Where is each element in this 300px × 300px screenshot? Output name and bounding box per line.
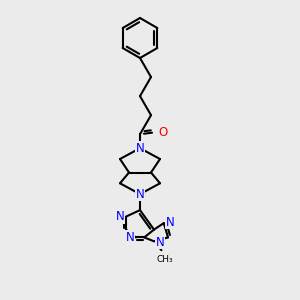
Text: N: N	[136, 188, 144, 201]
Text: CH₃: CH₃	[157, 255, 173, 264]
Text: N: N	[116, 210, 124, 223]
Text: N: N	[136, 142, 144, 155]
Text: N: N	[125, 231, 134, 244]
Text: N: N	[165, 216, 174, 229]
Text: N: N	[156, 236, 164, 249]
Text: O: O	[158, 126, 168, 139]
